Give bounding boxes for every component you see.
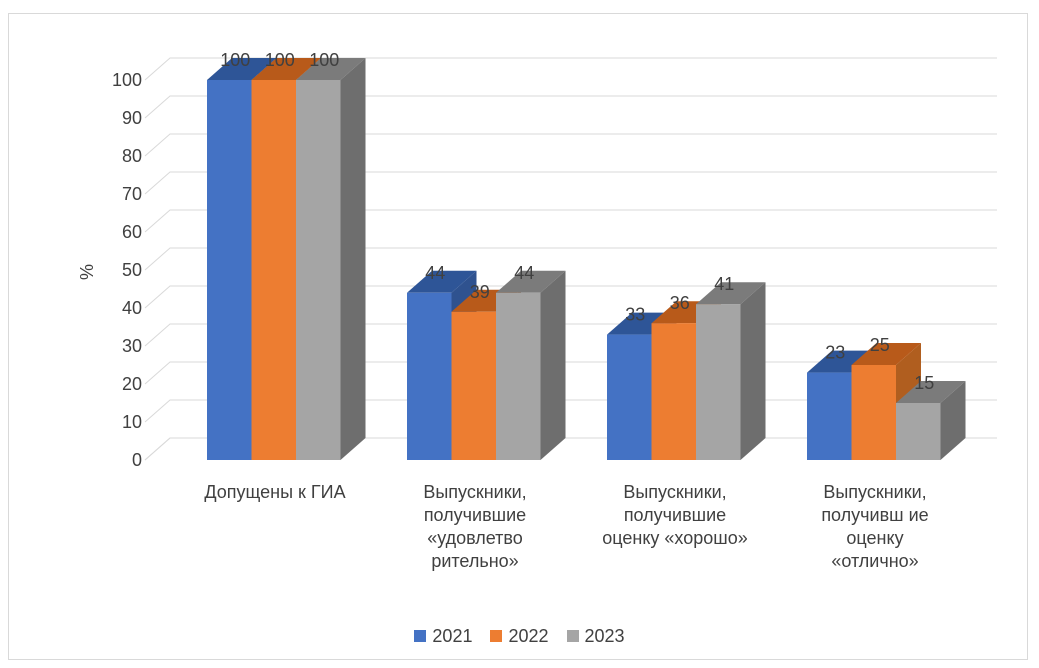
y-tick-label: 0 <box>132 450 142 470</box>
legend: 2021 2022 2023 <box>0 624 1039 648</box>
bar-top-2023 <box>296 58 366 80</box>
bar-top-2022 <box>251 58 321 80</box>
data-label: 25 <box>870 335 890 355</box>
data-label: 33 <box>625 305 645 325</box>
y-tick-label: 10 <box>122 412 142 432</box>
data-label: 100 <box>220 50 250 70</box>
legend-item: 2022 <box>490 625 549 647</box>
legend-swatch <box>414 630 427 642</box>
data-label: 44 <box>514 263 534 283</box>
bar-side-2023 <box>540 270 566 460</box>
bar-2022 <box>451 311 496 460</box>
legend-label: 2021 <box>432 625 473 646</box>
bar-2021 <box>407 292 452 460</box>
bar-2023 <box>496 292 541 460</box>
legend-swatch <box>566 630 579 642</box>
bar-side-2023 <box>740 282 766 460</box>
legend-swatch <box>490 630 503 642</box>
bar-2023 <box>896 403 941 460</box>
bar-top-2021 <box>207 58 277 80</box>
bar-top-2021 <box>807 350 877 373</box>
y-tick-label: 50 <box>122 260 142 280</box>
data-label: 100 <box>265 50 295 70</box>
category-label: Выпускники, получивш ие оценку «отлично» <box>821 482 929 571</box>
bar-top-2023 <box>896 381 966 403</box>
y-tick-label: 80 <box>122 146 142 166</box>
bar-2022 <box>251 80 296 460</box>
bar-2021 <box>207 80 252 460</box>
data-label: 36 <box>670 293 690 313</box>
legend-item: 2021 <box>414 626 472 647</box>
bar-side-2023 <box>940 381 966 460</box>
bar-top-2021 <box>407 270 477 293</box>
y-tick-label: 100 <box>112 70 142 90</box>
data-label: 44 <box>425 263 445 283</box>
bar-2022 <box>851 365 896 460</box>
y-tick-label: 30 <box>122 336 142 356</box>
data-label: 23 <box>825 343 845 363</box>
data-label: 39 <box>470 282 490 302</box>
gridline <box>144 95 997 119</box>
gridline <box>144 171 997 195</box>
bar-side-2023 <box>340 58 366 460</box>
bar-top-2022 <box>851 343 921 365</box>
bar-top-2023 <box>696 282 766 305</box>
y-tick-label: 20 <box>122 374 142 394</box>
category-label: Выпускники, получившие «удовлетво ритель… <box>423 482 527 571</box>
bar-2023 <box>696 304 741 460</box>
gridline <box>144 247 997 271</box>
y-tick-label: 70 <box>122 184 142 204</box>
gridline <box>144 133 997 157</box>
y-tick-label: 40 <box>122 298 142 318</box>
gridline <box>144 57 997 81</box>
category-label: Допущены к ГИА <box>204 482 346 502</box>
bar-2022 <box>651 323 696 460</box>
legend-item: 2023 <box>566 625 625 647</box>
gridline <box>144 209 997 233</box>
legend-label: 2023 <box>584 625 625 646</box>
data-label: 15 <box>914 373 934 393</box>
data-label: 41 <box>714 274 734 294</box>
bar-2021 <box>607 334 652 460</box>
legend-label: 2022 <box>508 625 549 646</box>
y-axis-label: % <box>77 264 97 280</box>
bar-2023 <box>296 80 341 460</box>
data-label: 100 <box>309 50 339 70</box>
y-tick-label: 90 <box>122 108 142 128</box>
bar-2021 <box>807 372 852 460</box>
y-tick-label: 60 <box>122 222 142 242</box>
category-label: Выпускники, получившие оценку «хорошо» <box>602 482 748 548</box>
bar-top-2023 <box>496 270 566 293</box>
